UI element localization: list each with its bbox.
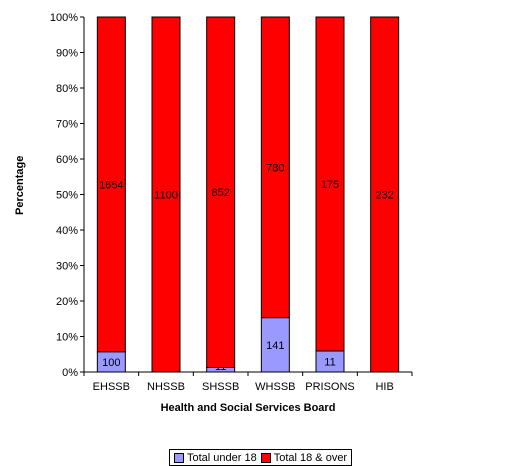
- y-tick-label: 40%: [56, 225, 78, 237]
- y-tick-label: 90%: [56, 48, 78, 60]
- x-axis-label: Health and Social Services Board: [160, 402, 336, 414]
- y-tick-label: 60%: [56, 154, 78, 166]
- x-tick-label-whssb: WHSSB: [255, 381, 295, 393]
- legend-item-under-18: Total under 18: [174, 452, 257, 464]
- bar-segment-nhssb-s1: [151, 16, 181, 373]
- data-label-shssb-s1: 852: [211, 187, 229, 199]
- legend-label-18-over: Total 18 & over: [273, 451, 348, 464]
- y-tick-label: 80%: [56, 83, 78, 95]
- legend: Total under 18 Total 18 & over: [169, 449, 353, 466]
- x-tick-label-hib: HIB: [375, 381, 393, 393]
- legend-item-18-over: Total 18 & over: [260, 451, 348, 464]
- legend-swatch-under-18: [174, 452, 184, 463]
- x-tick-label-shssb: SHSSB: [202, 381, 239, 393]
- y-tick-label: 50%: [56, 190, 78, 202]
- bar-segment-ehssb-s1: [96, 16, 126, 353]
- y-tick-label: 30%: [56, 261, 78, 273]
- data-label-nhssb-s1: 1100: [154, 190, 178, 202]
- bar-segment-whssb-s1: [260, 16, 290, 319]
- legend-swatch-18-over: [260, 452, 271, 463]
- data-label-whssb-s1: 780: [266, 162, 284, 174]
- y-tick-label: 0%: [62, 367, 78, 379]
- data-label-ehssb-s1: 1654: [99, 179, 123, 191]
- data-label-whssb-s0: 141: [266, 340, 284, 352]
- y-tick-label: 20%: [56, 296, 78, 308]
- y-axis-label: Percentage: [14, 155, 26, 215]
- data-label-prisons-s1: 175: [321, 179, 339, 191]
- y-tick-label: 10%: [56, 332, 78, 344]
- x-tick-label-prisons: PRISONS: [305, 381, 355, 393]
- data-label-prisons-s0: 11: [324, 357, 335, 369]
- x-tick-label-ehssb: EHSSB: [93, 381, 130, 393]
- bar-segment-prisons-s1: [315, 16, 345, 352]
- bar-segment-whssb-s0: [260, 317, 290, 373]
- legend-label-under-18: Total under 18: [187, 451, 257, 464]
- data-label-ehssb-s0: 100: [102, 357, 120, 369]
- bar-segment-shssb-s1: [206, 16, 236, 368]
- data-label-hib-s1: 232: [375, 190, 393, 202]
- y-tick-label: 100%: [50, 12, 78, 24]
- x-tick-label-nhssb: NHSSB: [147, 381, 185, 393]
- y-tick-label: 70%: [56, 119, 78, 131]
